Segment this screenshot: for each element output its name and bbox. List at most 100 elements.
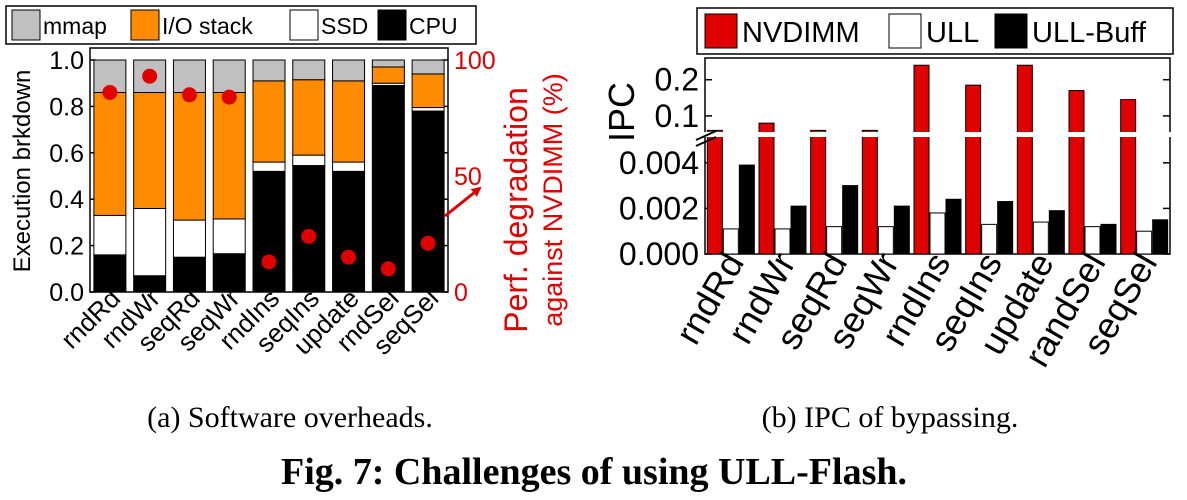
bar-segment (212, 91, 246, 220)
y-tick-label: 0.4 (49, 186, 84, 214)
bar-segment (292, 59, 326, 81)
bar-segment (252, 80, 286, 163)
chart-a: mmap I/O stack SSD CPU 0.0 0.2 0.4 0.6 0.8 1.… (5, 5, 568, 361)
legend-swatch-ull (888, 13, 922, 49)
bar-segment (212, 59, 246, 93)
bar (877, 226, 894, 255)
axis-break-gap (700, 132, 1176, 137)
bar-segment (133, 207, 167, 277)
y-tick-label: 1.0 (49, 47, 84, 75)
degradation-point (420, 235, 436, 251)
degradation-point (261, 254, 277, 270)
y2-tick-label: 0 (454, 279, 468, 307)
legend-label-ssd: SSD (321, 13, 368, 39)
bar (1152, 219, 1169, 255)
chart-a-y2-label-line1: Perf. degradation (498, 87, 534, 333)
degradation-point (341, 249, 357, 265)
chart-b-y-axis: 0.000 0.002 0.004 0.10.2 (619, 62, 1170, 272)
y-tick-label: 0.6 (49, 140, 84, 168)
y-tick-label: 0.8 (49, 93, 84, 121)
chart-b-bars (706, 64, 1169, 255)
figure-caption: Fig. 7: Challenges of using ULL-Flash. (281, 451, 907, 493)
bar-segment (292, 165, 326, 293)
axis-break-mark-top (695, 130, 717, 141)
bar (913, 64, 930, 255)
chart-b: NVDIMM ULL ULL-Buff 0.000 0.002 0.004 0.10.… (601, 7, 1176, 373)
y-tick-label: 0.004 (619, 145, 699, 181)
y2-tick-label: 50 (454, 163, 482, 191)
bar (1032, 221, 1049, 255)
chart-a-legend: mmap I/O stack SSD CPU (5, 5, 477, 45)
chart-a-y2-axis: 0 50 100 (454, 47, 496, 307)
bar (1084, 226, 1101, 255)
y-tick-label: 0.1 (655, 98, 699, 134)
bar (893, 205, 910, 255)
bar-segment (332, 59, 366, 82)
chart-b-y-label: IPC (601, 82, 642, 142)
bar (997, 201, 1014, 255)
y-tick-label: 0.000 (619, 236, 699, 272)
legend-swatch-cpu (377, 9, 407, 41)
bar (842, 185, 859, 255)
legend-label-mmap: mmap (43, 13, 107, 39)
degradation-point (221, 89, 237, 105)
chart-a-y-label: Execution brkdown (9, 70, 36, 273)
bar-segment (172, 59, 206, 93)
bar-segment (172, 219, 206, 258)
y-tick-label: 0.002 (619, 190, 699, 226)
bar (1016, 64, 1033, 255)
bar-segment (371, 66, 405, 84)
bar (929, 212, 946, 255)
bar-segment (212, 218, 246, 255)
legend-label-cpu: CPU (409, 13, 458, 39)
bar (981, 223, 998, 255)
bar (774, 228, 791, 255)
bar-segment (133, 91, 167, 209)
bar (1100, 223, 1117, 255)
legend-swatch-ull-buff (994, 13, 1028, 49)
bar (826, 226, 843, 255)
bar-segment (292, 154, 326, 167)
bar-segment (292, 79, 326, 156)
bar-segment (172, 91, 206, 221)
bar-segment (172, 256, 206, 293)
bar-segment (371, 85, 405, 293)
bar (1048, 210, 1065, 255)
bar-segment (93, 254, 127, 293)
legend-label-ull: ULL (926, 17, 979, 49)
bar-segment (212, 253, 246, 293)
degradation-arrow (444, 186, 482, 218)
y2-tick-label: 100 (454, 47, 496, 75)
legend-swatch-io-stack (130, 9, 160, 41)
bar (965, 84, 982, 255)
y-tick-label: 0.2 (49, 233, 84, 261)
legend-label-nvdimm: NVDIMM (742, 17, 860, 49)
bar (738, 164, 755, 255)
degradation-point (301, 228, 317, 244)
bar-segment (93, 91, 127, 216)
chart-a-y-axis: 0.0 0.2 0.4 0.6 0.8 1.0 (49, 47, 448, 307)
bar (706, 129, 723, 255)
bar-segment (252, 170, 286, 293)
bar (758, 122, 775, 255)
y-tick-label: 0.0 (49, 279, 84, 307)
bar (1136, 230, 1153, 255)
chart-a-x-axis: rndRdrndWrseqRdseqWrrndInsseqInsupdatern… (55, 283, 445, 361)
bar (861, 129, 878, 255)
bar (1068, 90, 1085, 255)
legend-b-frame (696, 7, 1174, 55)
legend-label-ull-buff: ULL-Buff (1032, 17, 1147, 49)
bar-segment (411, 59, 445, 75)
degradation-point (142, 68, 158, 84)
legend-label-io-stack: I/O stack (162, 13, 253, 39)
degradation-point (181, 87, 197, 103)
bar (722, 228, 739, 255)
chart-b-legend: NVDIMM ULL ULL-Buff (696, 7, 1174, 55)
bar (945, 198, 962, 255)
bar-segment (411, 107, 445, 112)
chart-a-y2-label-line2: against NVDIMM (%) (538, 73, 568, 327)
bar-segment (332, 161, 366, 172)
bar-segment (332, 80, 366, 163)
degradation-point (102, 84, 118, 100)
